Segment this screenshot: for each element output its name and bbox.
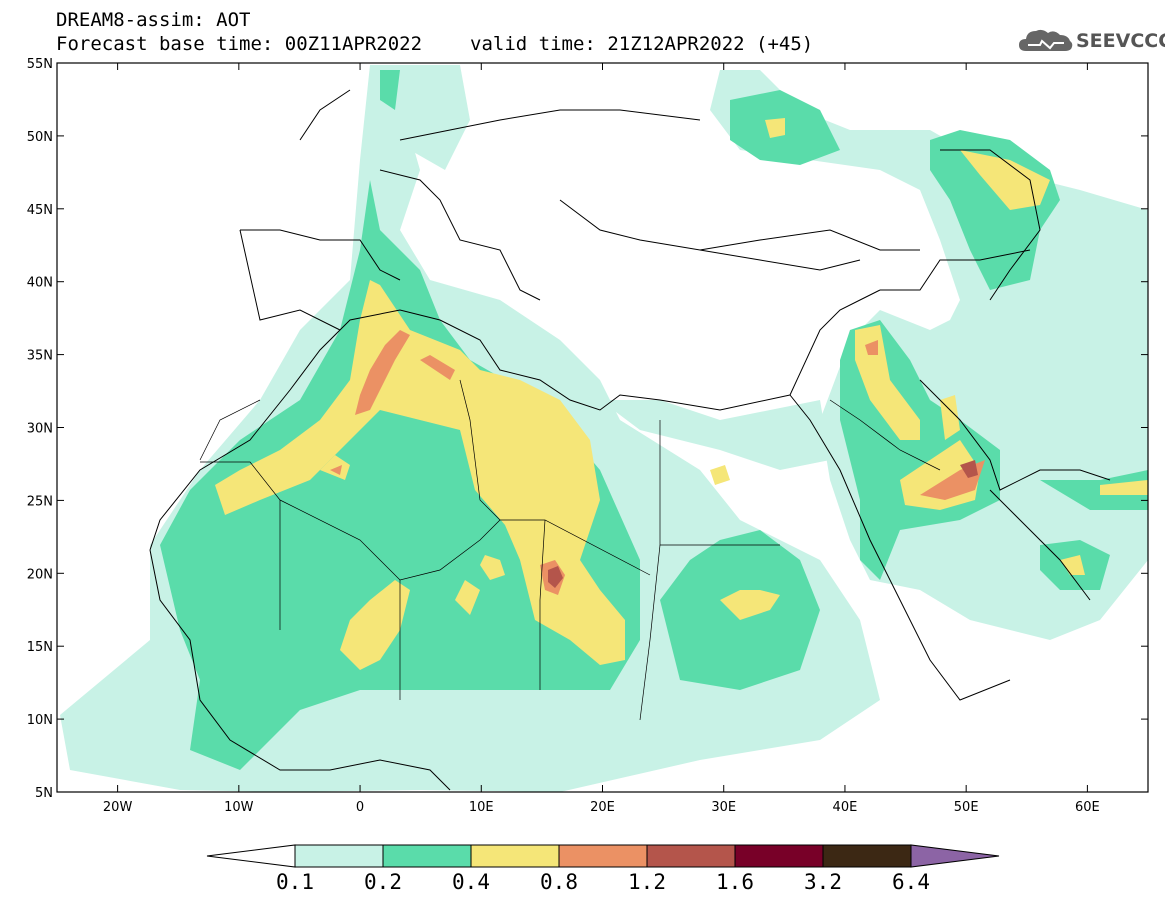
- colorbar-label: 6.4: [892, 870, 930, 894]
- lat-label: 15N: [27, 640, 53, 655]
- colorbar-min-triangle: [206, 844, 296, 868]
- lon-label: 50E: [954, 800, 979, 815]
- time-info: Forecast base time: 00Z11APR2022 valid ti…: [56, 34, 813, 54]
- colorbar-segment: [558, 844, 648, 868]
- lat-label: 55N: [27, 57, 53, 72]
- aot-band-0-8: [330, 330, 985, 595]
- lon-label: 30E: [711, 800, 736, 815]
- lon-label: 40E: [833, 800, 858, 815]
- lat-label: 20N: [27, 567, 53, 582]
- lon-label: 20E: [590, 800, 615, 815]
- aot-band-1-2: [548, 460, 978, 588]
- lat-label: 30N: [27, 422, 53, 437]
- lat-label: 35N: [27, 349, 53, 364]
- lat-label: 45N: [27, 203, 53, 218]
- colorbar-max-triangle: [910, 844, 1000, 868]
- colorbar-label: 0.8: [540, 870, 578, 894]
- base-time: Forecast base time: 00Z11APR2022: [56, 33, 423, 55]
- coastlines: [149, 89, 1111, 791]
- lat-label: 40N: [27, 276, 53, 291]
- colorbar-segment: [294, 844, 384, 868]
- lon-label: 0: [356, 800, 364, 815]
- lon-label: 60E: [1075, 800, 1100, 815]
- colorbar-label: 1.2: [628, 870, 666, 894]
- colorbar-label: 1.6: [716, 870, 754, 894]
- lat-label: 50N: [27, 130, 53, 145]
- colorbar-label: 0.2: [364, 870, 402, 894]
- seevccc-logo: SEEVCCC: [1018, 26, 1165, 54]
- lat-label: 5N: [35, 786, 53, 801]
- colorbar: [206, 844, 1000, 868]
- colorbar-label: 0.1: [276, 870, 314, 894]
- lon-label: 10E: [469, 800, 494, 815]
- lat-label: 25N: [27, 494, 53, 509]
- lon-axis: 20W 10W 0 10E 20E 30E 40E 50E 60E: [103, 63, 1100, 815]
- aot-field: [57, 63, 1148, 792]
- colorbar-segment: [470, 844, 560, 868]
- lat-label: 10N: [27, 713, 53, 728]
- colorbar-segment: [734, 844, 824, 868]
- country-borders: [199, 379, 941, 721]
- lon-label: 20W: [103, 800, 133, 815]
- valid-time: valid time: 21Z12APR2022 (+45): [470, 33, 814, 55]
- lat-axis: 55N 50N 45N 40N 35N 30N 25N 20N 15N 10N 5N: [27, 57, 1148, 801]
- colorbar-label: 0.4: [452, 870, 490, 894]
- lon-label: 10W: [224, 800, 254, 815]
- logo-text: SEEVCCC: [1076, 30, 1165, 52]
- colorbar-label: 3.2: [804, 870, 842, 894]
- colorbar-segment: [822, 844, 912, 868]
- map-title: DREAM8-assim: AOT: [56, 9, 251, 31]
- colorbar-segment: [382, 844, 472, 868]
- colorbar-segment: [646, 844, 736, 868]
- cloud-icon: [1019, 29, 1073, 51]
